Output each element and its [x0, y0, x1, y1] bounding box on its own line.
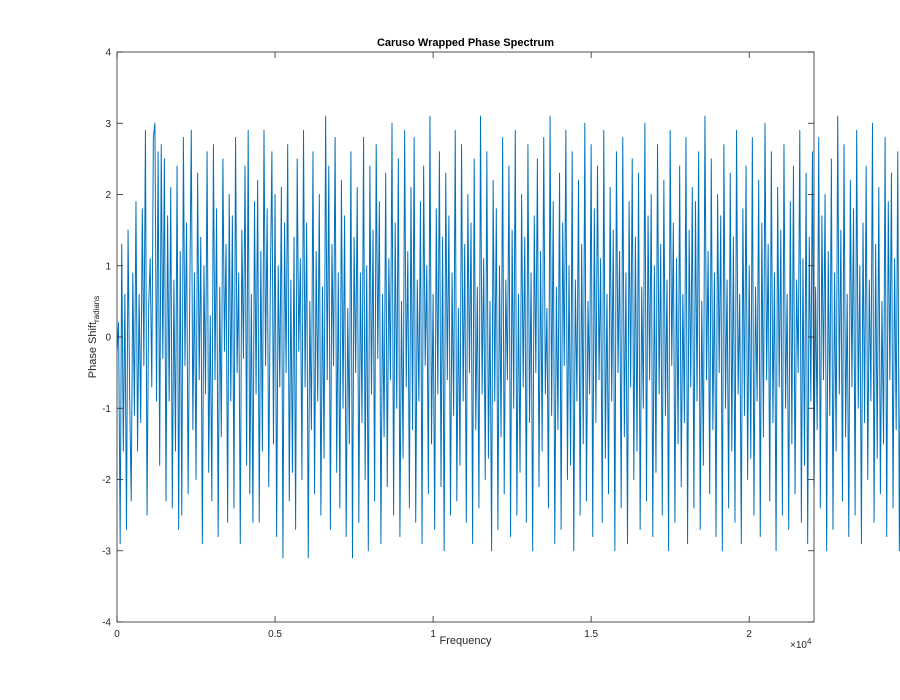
ticks-layer [116, 51, 814, 623]
y-axis-label: Phase Shiftradians [87, 296, 101, 379]
x-tick-label-4: 2 [746, 629, 752, 640]
y-axis-label-subscript: radians [92, 296, 101, 322]
x-axis-multiplier-base: ×10 [790, 640, 807, 651]
series-line-0 [116, 115, 900, 559]
series-layer [116, 115, 900, 559]
x-axis-label: Frequency [440, 635, 492, 647]
y-tick-label-5: 1 [105, 261, 111, 272]
y-tick-label-4: 0 [105, 333, 111, 344]
x-tick-label-0: 0 [114, 629, 120, 640]
y-tick-label-3: -1 [102, 404, 111, 415]
x-tick-label-2: 1 [430, 629, 436, 640]
x-axis-multiplier: ×104 [790, 637, 812, 651]
y-tick-label-7: 3 [105, 119, 111, 130]
labels-layer: 0 0.5 1 1.5 2 -4 -3 -2 -1 0 1 2 3 4 [102, 48, 752, 641]
x-tick-label-3: 1.5 [584, 629, 598, 640]
y-tick-label-1: -3 [102, 546, 111, 557]
x-tick-label-1: 0.5 [268, 629, 282, 640]
x-axis-multiplier-exponent: 4 [807, 637, 812, 646]
y-tick-label-2: -2 [102, 475, 111, 486]
y-tick-label-8: 4 [105, 48, 111, 59]
chart-title: Caruso Wrapped Phase Spectrum [377, 37, 554, 49]
y-axis-label-main: Phase Shift [87, 322, 99, 378]
y-tick-label-0: -4 [102, 618, 111, 629]
y-tick-label-6: 2 [105, 190, 111, 201]
